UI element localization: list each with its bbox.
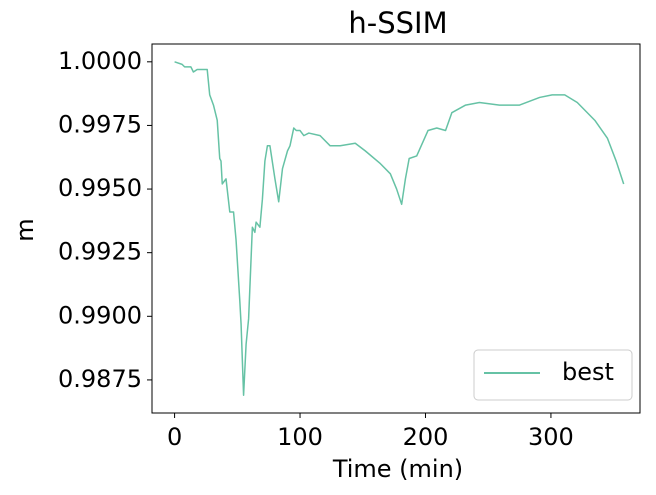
y-tick-label: 0.9925 [58, 238, 142, 266]
y-tick-label: 0.9900 [58, 301, 142, 329]
y-tick-label: 1.0000 [58, 47, 142, 75]
y-tick-label: 0.9875 [58, 365, 142, 393]
x-tick-label: 100 [277, 423, 323, 451]
line-series [174, 61, 625, 396]
x-tick-label: 300 [528, 423, 574, 451]
legend-box [473, 349, 633, 401]
y-tick-label: 0.9975 [58, 110, 142, 138]
x-tick-label: 200 [403, 423, 449, 451]
x-axis-label: Time (min) [332, 455, 463, 483]
y-axis-label: m [11, 218, 39, 241]
chart-title: h-SSIM [348, 6, 447, 40]
plot-frame [151, 43, 641, 414]
y-tick-label: 0.9950 [58, 174, 142, 202]
legend-label: best [562, 358, 614, 386]
x-tick-label: 0 [167, 423, 182, 451]
